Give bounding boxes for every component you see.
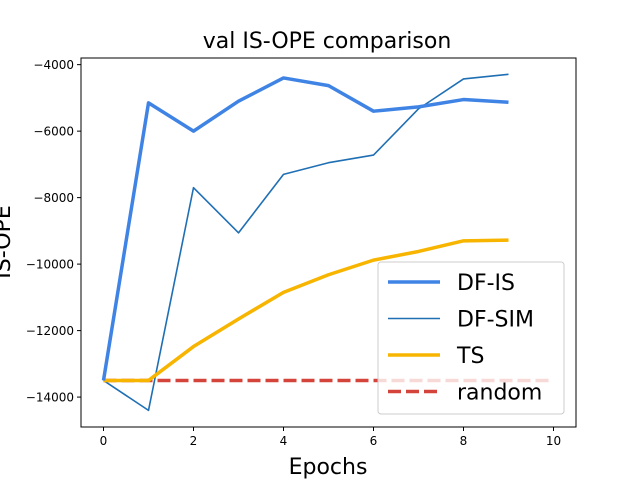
- x-tick-label: 10: [546, 434, 561, 448]
- chart-title: val IS-OPE comparison: [203, 29, 452, 54]
- x-tick-label: 0: [100, 434, 108, 448]
- series-line-df-is: [101, 76, 509, 381]
- y-tick-label: −8000: [33, 191, 74, 205]
- x-tick-label: 4: [280, 434, 288, 448]
- y-tick-label: −4000: [33, 58, 74, 72]
- x-axis-ticks: 0 2 4 6 8 10: [100, 427, 561, 448]
- x-axis-label: Epochs: [289, 455, 368, 480]
- legend: DF-IS DF-SIM TS random: [377, 261, 565, 415]
- x-tick-label: 8: [460, 434, 468, 448]
- series-line-df-sim: [103, 73, 509, 412]
- y-tick-label: −14000: [26, 391, 74, 405]
- y-axis-ticks: −14000 −12000 −10000 −8000 −6000 −4000: [26, 58, 81, 405]
- y-axis-label: IS-OPE: [0, 205, 16, 279]
- y-tick-label: −10000: [26, 258, 74, 272]
- y-tick-label: −12000: [26, 324, 74, 338]
- legend-box: [377, 261, 565, 415]
- legend-label-df-is: DF-IS: [457, 271, 515, 296]
- legend-label-ts: TS: [456, 344, 484, 369]
- series-layer: [101, 73, 554, 412]
- legend-label-df-sim: DF-SIM: [457, 308, 534, 333]
- plot-frame: [80, 57, 577, 428]
- legend-label-random: random: [457, 381, 542, 406]
- x-tick-label: 2: [190, 434, 198, 448]
- x-tick-label: 6: [370, 434, 378, 448]
- y-tick-label: −6000: [33, 125, 74, 139]
- series-line-ts: [103, 238, 509, 383]
